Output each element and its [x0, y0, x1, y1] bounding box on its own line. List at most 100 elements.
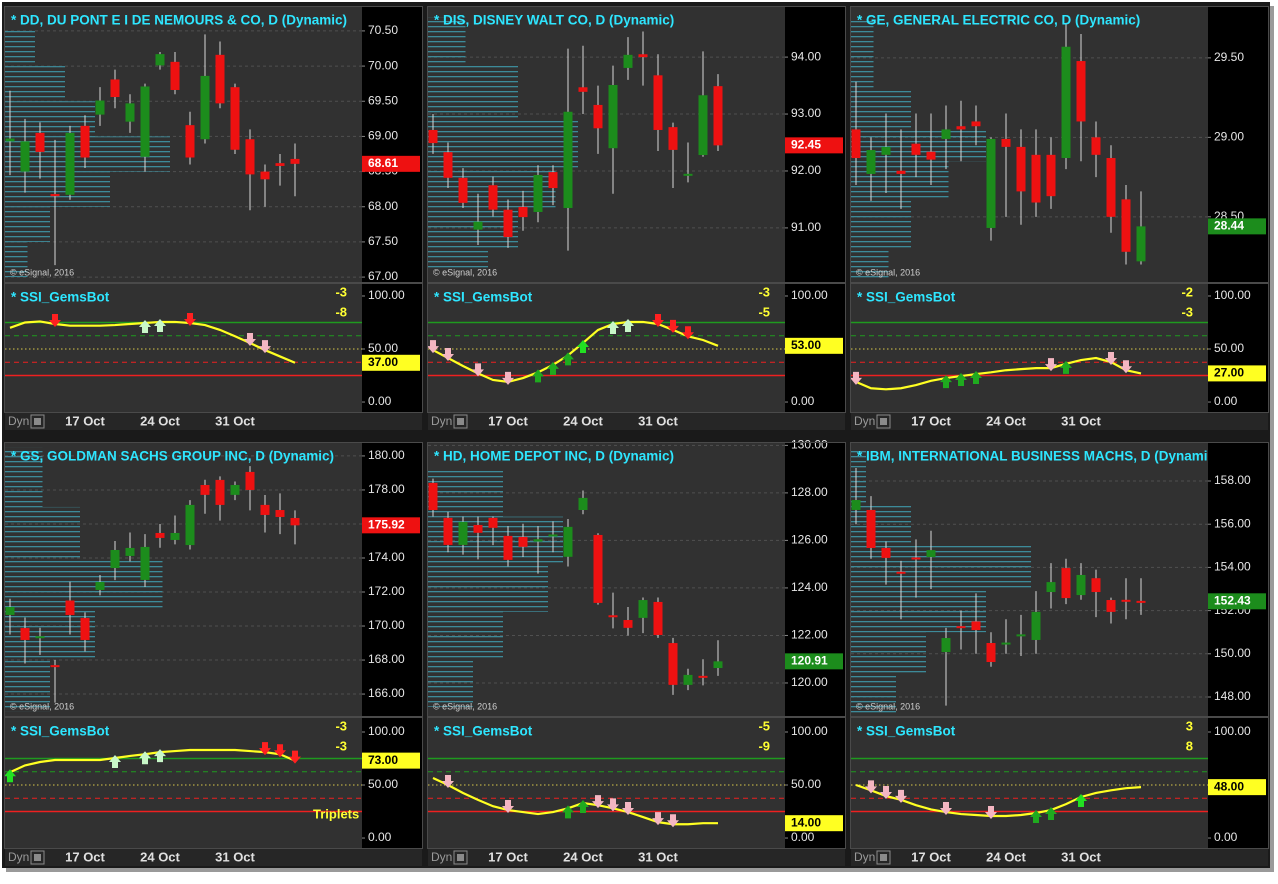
last-price-badge — [362, 155, 420, 172]
indicator-name: * SSI_GemsBot — [434, 724, 533, 739]
dyn-icon-inner — [457, 418, 464, 425]
plot-area: * SSI_GemsBot -2 -3 — [851, 284, 1208, 412]
panel-frame — [427, 717, 846, 849]
signal-arrow — [154, 749, 166, 763]
last-value-badge — [362, 752, 420, 769]
signal-arrow — [562, 352, 574, 366]
volume-profile-bar — [5, 101, 95, 137]
chart-title: * IBM, INTERNATIONAL BUSINESS MACHS, D (… — [857, 449, 1220, 464]
signal-arrow — [667, 814, 679, 828]
volume-profile-bar — [851, 18, 874, 90]
signal-arrow — [1105, 352, 1117, 366]
signal-arrow — [880, 786, 892, 800]
chart-title: * DIS, DISNEY WALT CO, D (Dynamic) — [434, 13, 674, 28]
signal-arrow — [652, 812, 664, 826]
signal-arrow — [502, 800, 514, 814]
y-tick-label: 68.00 — [368, 199, 398, 213]
x-tick-label: 31 Oct — [215, 413, 255, 428]
date-row — [851, 412, 1268, 430]
candle-body — [1136, 226, 1146, 262]
y-tick-label: 92.00 — [791, 163, 821, 177]
candle-body — [1121, 199, 1131, 252]
candle-body — [1061, 46, 1071, 159]
candle-body — [155, 54, 165, 66]
y-tick-label: 180.00 — [368, 448, 405, 462]
candle-body — [941, 638, 951, 653]
candle-body — [35, 636, 45, 639]
dyn-icon-inner — [880, 854, 887, 861]
candle-body — [548, 534, 558, 537]
last-value-badge — [785, 337, 843, 354]
y-tick-label: 154.00 — [1214, 560, 1251, 574]
indicator-name: * SSI_GemsBot — [857, 290, 956, 305]
y-tick-label: 69.00 — [368, 129, 398, 143]
x-tick-label: 17 Oct — [65, 849, 105, 864]
candle-body — [866, 509, 876, 548]
candle-body — [503, 209, 513, 238]
candle-body — [260, 171, 270, 180]
dyn-icon-inner — [880, 418, 887, 425]
y-tick-label: 166.00 — [368, 686, 405, 700]
panel-frame — [4, 442, 423, 717]
last-value-badge — [1208, 365, 1266, 382]
chart-title: * DD, DU PONT E I DE NEMOURS & CO, D (Dy… — [11, 13, 347, 28]
dyn-label: Dyn — [8, 850, 29, 864]
signal-arrow — [577, 800, 589, 814]
watermark: © eSignal, 2016 — [433, 267, 497, 277]
volume-profile-bar — [428, 119, 578, 171]
candle-body — [971, 621, 981, 631]
axis-background — [1208, 7, 1268, 282]
last-price-label: 152.43 — [1214, 593, 1251, 607]
candle-body — [593, 534, 603, 603]
candle-body — [215, 479, 225, 505]
last-price-label: 68.61 — [368, 156, 398, 170]
y-tick-label: 29.00 — [1214, 130, 1244, 144]
last-value-label: 53.00 — [791, 338, 821, 352]
candle-body — [851, 129, 861, 159]
candle-body — [35, 132, 45, 152]
readout: -3 — [335, 284, 347, 299]
signal-arrow — [259, 742, 271, 756]
x-tick-label: 24 Oct — [140, 413, 180, 428]
y-tick-label: 50.00 — [368, 777, 398, 791]
candle-body — [533, 539, 543, 542]
candle-body — [125, 547, 135, 556]
y-tick-label: 122.00 — [791, 628, 828, 642]
signal-arrow — [607, 320, 619, 334]
candle-body — [95, 581, 105, 590]
x-tick-label: 24 Oct — [140, 849, 180, 864]
candle-body — [215, 54, 225, 104]
plot-area: * GS, GOLDMAN SACHS GROUP INC, D (Dynami… — [5, 443, 362, 716]
candle-body — [428, 482, 438, 511]
volume-profile-bar — [5, 609, 95, 661]
candle-body — [155, 532, 165, 538]
dyn-icon — [876, 850, 891, 865]
y-tick-label: 156.00 — [1214, 516, 1251, 530]
volume-profile-bar — [5, 241, 28, 278]
candle-body — [503, 535, 513, 560]
candle-body — [563, 111, 573, 208]
last-value-label: 48.00 — [1214, 779, 1244, 793]
axis-background — [362, 7, 422, 282]
panel-frame — [850, 442, 1269, 717]
signal-arrow — [851, 371, 862, 385]
candle-body — [1016, 146, 1026, 192]
y-tick-label: 158.00 — [1214, 473, 1251, 487]
plot-background — [428, 718, 785, 848]
signal-arrow — [682, 326, 694, 340]
y-tick-label: 50.00 — [791, 777, 821, 791]
volume-profile-bar — [428, 659, 473, 707]
signal-arrow — [1120, 360, 1132, 374]
last-value-badge — [785, 815, 843, 832]
candle-body — [1091, 137, 1101, 155]
candle-body — [1031, 611, 1041, 640]
candle-body — [1031, 154, 1041, 203]
y-tick-label: 100.00 — [791, 724, 828, 738]
candle-body — [50, 665, 60, 668]
candle-body — [881, 547, 891, 558]
signal-arrow — [667, 319, 679, 333]
y-tick-label: 100.00 — [791, 288, 828, 302]
candle-body — [110, 549, 120, 569]
panel-frame — [427, 6, 846, 283]
